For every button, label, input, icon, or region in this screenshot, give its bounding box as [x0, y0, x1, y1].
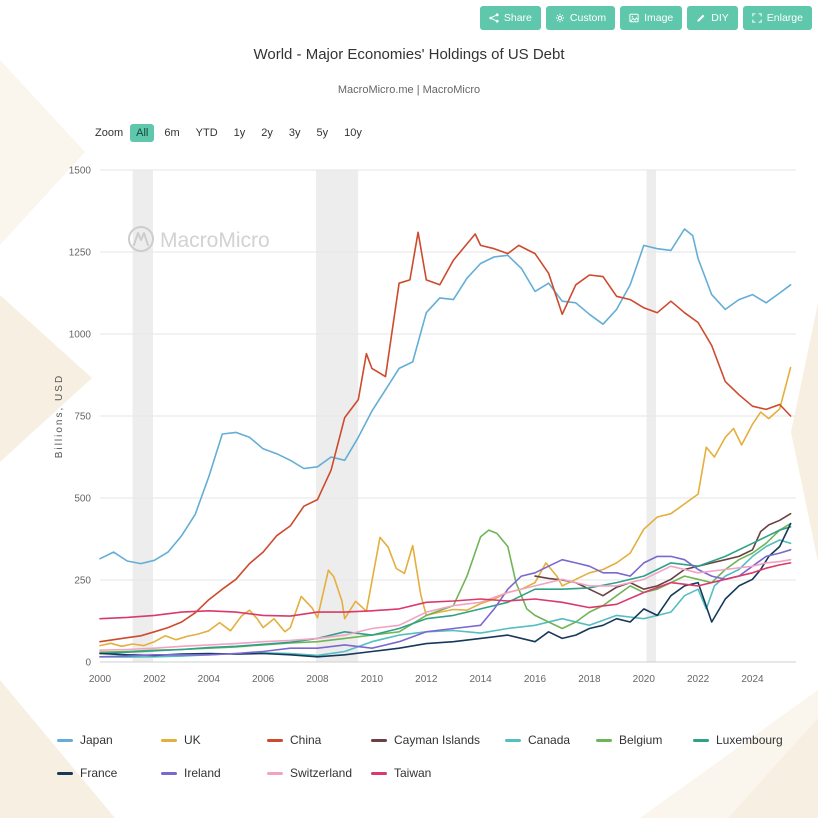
y-tick-label: 1250	[69, 248, 92, 259]
watermark-text: MacroMicro	[160, 229, 270, 252]
legend-marker	[371, 738, 387, 742]
legend-item-cayman-islands[interactable]: Cayman Islands	[371, 733, 487, 747]
zoom-option-6m[interactable]: 6m	[164, 127, 180, 139]
enlarge-icon	[752, 13, 762, 23]
legend-item-luxembourg[interactable]: Luxembourg	[693, 733, 783, 747]
legend-item-france[interactable]: France	[57, 766, 143, 780]
share-icon	[489, 13, 499, 23]
legend-marker	[267, 738, 283, 742]
legend-label: Taiwan	[394, 766, 432, 780]
image-button[interactable]: Image	[620, 6, 683, 30]
legend-marker	[57, 771, 73, 775]
button-label: Image	[644, 12, 674, 24]
x-tick-label: 2008	[306, 674, 329, 685]
legend-item-taiwan[interactable]: Taiwan	[371, 766, 487, 780]
legend-label: Ireland	[184, 766, 221, 780]
button-label: Custom	[569, 12, 607, 24]
pencil-icon	[696, 13, 706, 23]
legend-label: Switzerland	[290, 766, 353, 780]
series-line-taiwan[interactable]	[99, 562, 792, 620]
watermark-logo-m	[133, 232, 149, 246]
legend-marker	[693, 738, 709, 742]
series-line-canada[interactable]	[99, 539, 792, 658]
series-line-ireland[interactable]	[99, 549, 792, 658]
legend-item-switzerland[interactable]: Switzerland	[267, 766, 353, 780]
y-tick-label: 1000	[69, 330, 92, 341]
enlarge-button[interactable]: Enlarge	[742, 6, 812, 30]
watermark-logo-icon	[128, 226, 154, 252]
series-line-japan[interactable]	[99, 228, 792, 565]
legend-marker	[596, 738, 612, 742]
zoom-option-all[interactable]: All	[130, 124, 155, 142]
zoom-option-2y[interactable]: 2y	[261, 127, 273, 139]
legend-item-japan[interactable]: Japan	[57, 733, 143, 747]
x-tick-label: 2024	[741, 674, 764, 685]
x-tick-label: 2012	[415, 674, 438, 685]
x-tick-label: 2010	[361, 674, 384, 685]
zoom-option-3y[interactable]: 3y	[288, 127, 301, 139]
x-tick-label: 2006	[252, 674, 275, 685]
y-tick-label: 500	[74, 494, 91, 505]
legend-item-canada[interactable]: Canada	[505, 733, 578, 747]
legend-marker	[267, 771, 283, 775]
legend-marker	[371, 771, 387, 775]
legend-label: Japan	[80, 733, 113, 747]
legend-label: Canada	[528, 733, 571, 747]
chart-canvas: 0 250 500 750 1000 1250 1500 2000 2002 2004 2006 20…	[54, 166, 796, 685]
x-tick-label: 2002	[143, 674, 166, 685]
legend-label: Luxembourg	[716, 733, 783, 747]
x-tick-label: 2014	[469, 674, 492, 685]
legend: Japan UK China Cayman Islands Canada Belgium L…	[57, 733, 783, 780]
legend-label: France	[80, 766, 118, 780]
zoom-label: Zoom	[95, 127, 124, 139]
legend-item-china[interactable]: China	[267, 733, 353, 747]
legend-marker	[505, 738, 521, 742]
top-toolbar: Share Custom Image DIY Enlarge	[479, 6, 812, 30]
legend-marker	[161, 771, 177, 775]
zoom-options: All 6m YTD 1y 2y 3y 5y 10y	[130, 124, 368, 142]
x-tick-label: 2004	[198, 674, 221, 685]
x-tick-label: 2020	[633, 674, 656, 685]
legend-marker	[57, 738, 73, 742]
button-label: Enlarge	[766, 12, 803, 24]
y-axis-title: Billions, USD	[54, 374, 65, 458]
y-tick-label: 0	[85, 658, 91, 669]
series-line-switzerland[interactable]	[99, 558, 792, 651]
y-tick-label: 1500	[69, 166, 92, 177]
macromicro-watermark: MacroMicro	[128, 226, 270, 252]
legend-label: UK	[184, 733, 201, 747]
x-tick-label: 2000	[89, 674, 112, 685]
zoom-option-1y[interactable]: 1y	[233, 127, 246, 139]
diy-button[interactable]: DIY	[687, 6, 738, 30]
legend-item-belgium[interactable]: Belgium	[596, 733, 675, 747]
y-tick-label: 250	[74, 576, 91, 587]
button-label: DIY	[711, 12, 729, 24]
gear-icon	[555, 13, 565, 23]
legend-label: Cayman Islands	[394, 733, 481, 747]
legend-item-uk[interactable]: UK	[161, 733, 249, 747]
zoom-option-ytd[interactable]: YTD	[195, 127, 218, 139]
custom-button[interactable]: Custom	[545, 6, 616, 30]
x-tick-label: 2016	[524, 674, 547, 685]
legend-item-ireland[interactable]: Ireland	[161, 766, 249, 780]
chart-subtitle: MacroMicro.me | MacroMicro	[337, 84, 481, 96]
y-tick-label: 750	[74, 412, 91, 423]
series-line-france[interactable]	[99, 522, 792, 658]
x-tick-label: 2022	[687, 674, 710, 685]
zoom-option-10y[interactable]: 10y	[344, 127, 362, 139]
series-line-luxembourg[interactable]	[99, 526, 792, 655]
legend-marker	[161, 738, 177, 742]
x-tick-label: 2018	[578, 674, 601, 685]
share-button[interactable]: Share	[479, 6, 541, 30]
series-line-cayman-islands[interactable]	[534, 512, 792, 597]
series-line-uk[interactable]	[99, 366, 792, 648]
button-label: Share	[503, 12, 532, 24]
zoom-option-5y[interactable]: 5y	[316, 127, 329, 139]
zoom-controls: Zoom All 6m YTD 1y 2y 3y 5y 10y	[95, 124, 368, 142]
chart-title: World - Major Economies' Holdings of US …	[253, 46, 565, 63]
image-icon	[629, 13, 639, 23]
legend-label: China	[290, 733, 322, 747]
legend-label: Belgium	[619, 733, 663, 747]
series-line-china[interactable]	[99, 231, 792, 643]
